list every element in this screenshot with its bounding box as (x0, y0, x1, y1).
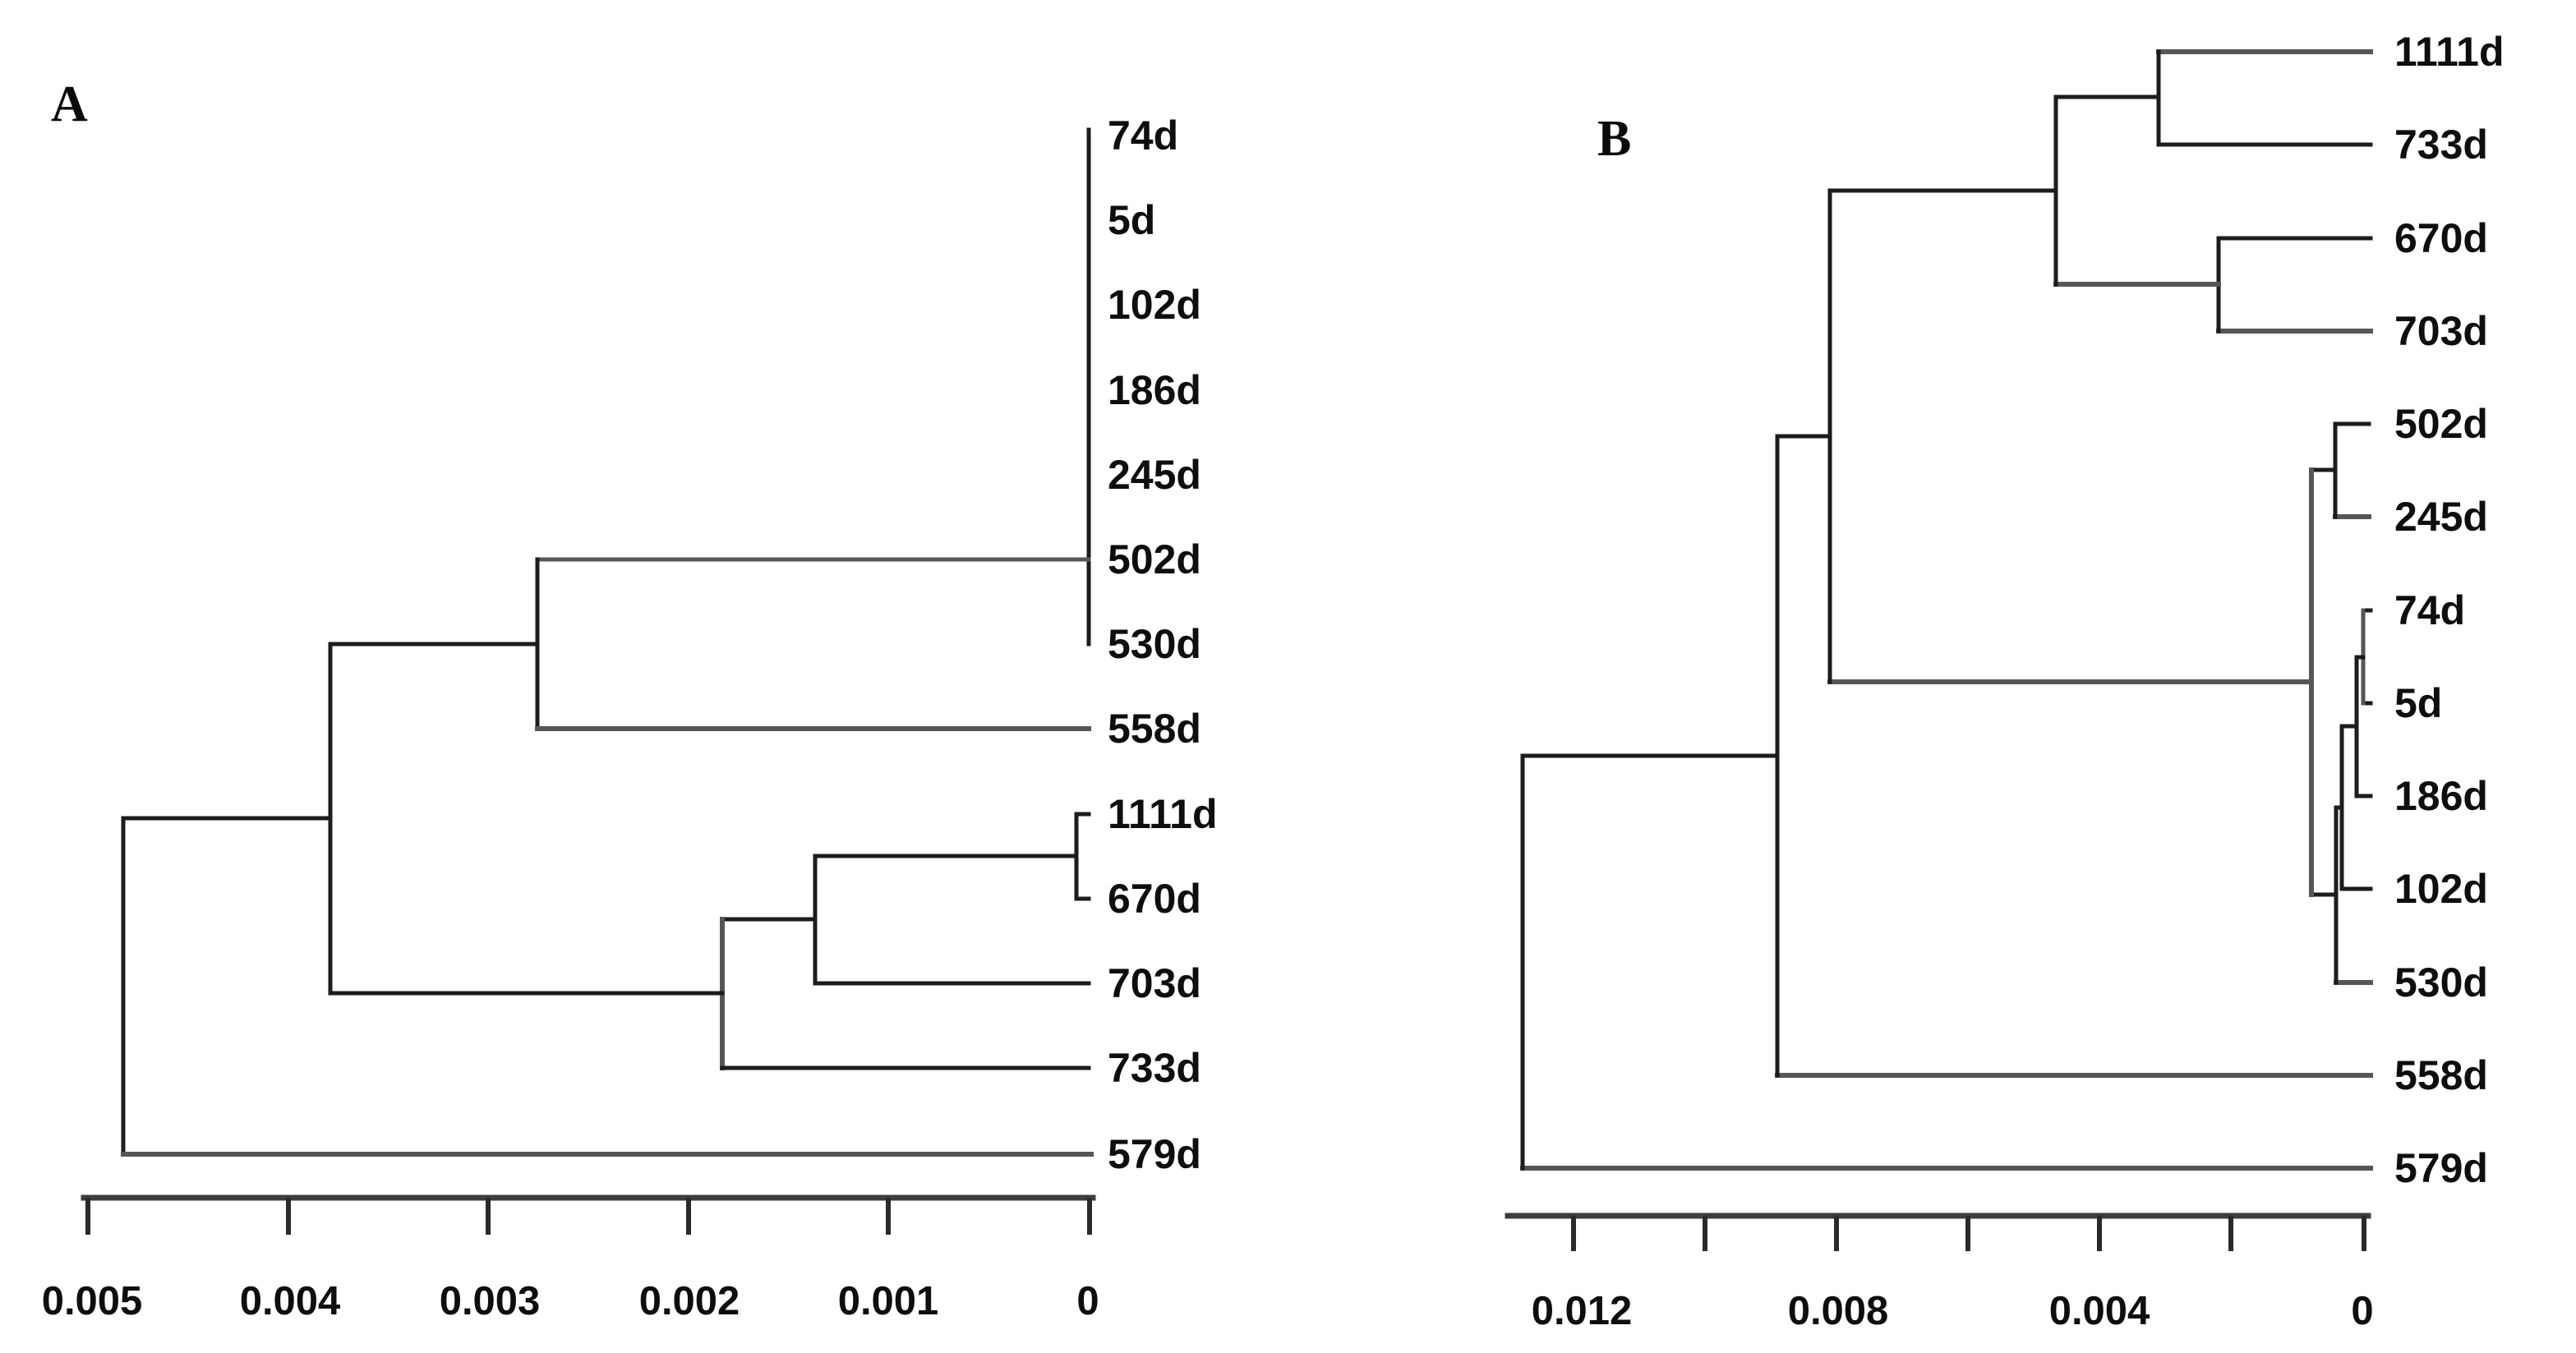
leaf-label-186d: 186d (1108, 367, 1201, 413)
leaf-label-530d: 530d (2394, 960, 2488, 1006)
leaf-label-186d: 186d (2394, 773, 2488, 819)
leaf-label-670d: 670d (2394, 215, 2488, 261)
leaf-label-579d: 579d (1108, 1131, 1201, 1177)
dendrogram-panel-a: 74d 5d 102d 186d 245d 502d 530d 558d 1111d 670d 70… (42, 113, 1218, 1323)
leaf-label-502d: 502d (1108, 536, 1201, 582)
panel-a-letter: A (51, 76, 88, 132)
axis-tick-label-0.001: 0.001 (838, 1279, 939, 1323)
leaf-label-703d: 703d (2394, 308, 2488, 354)
leaf-label-5d: 5d (2394, 680, 2442, 726)
leaf-label-102d: 102d (2394, 866, 2488, 912)
leaf-label-245d: 245d (1108, 452, 1201, 498)
leaf-label-1111d: 1111d (2394, 29, 2505, 75)
dendrogram-panel-b: 1111d 733d 670d 703d 502d 245d 74d 5d 186d 102d 53… (1505, 29, 2505, 1333)
panel-b-letter: B (1597, 111, 1632, 167)
leaf-label-502d: 502d (2394, 401, 2488, 447)
leaf-label-703d: 703d (1108, 960, 1201, 1006)
axis-tick-label-0: 0 (2351, 1289, 2373, 1333)
axis-tick-label-0.008: 0.008 (1788, 1289, 1889, 1333)
leaf-label-1111d: 1111d (1108, 791, 1218, 837)
axis-tick-label-0: 0 (1076, 1279, 1099, 1323)
axis-tick-label-0.012: 0.012 (1532, 1289, 1633, 1333)
axis-tick-label-0.004: 0.004 (2049, 1289, 2150, 1333)
leaf-label-558d: 558d (1108, 706, 1201, 752)
leaf-label-733d: 733d (1108, 1045, 1201, 1091)
axis-tick-label-0.003: 0.003 (440, 1279, 541, 1323)
leaf-label-74d: 74d (2394, 587, 2465, 633)
leaf-label-74d: 74d (1108, 113, 1178, 159)
leaf-label-579d: 579d (2394, 1145, 2488, 1191)
leaf-label-5d: 5d (1108, 197, 1155, 243)
leaf-label-558d: 558d (2394, 1052, 2488, 1098)
leaf-label-530d: 530d (1108, 621, 1201, 667)
leaf-label-245d: 245d (2394, 494, 2488, 540)
leaf-label-733d: 733d (2394, 122, 2488, 168)
leaf-label-102d: 102d (1108, 282, 1201, 328)
axis-tick-label-0.002: 0.002 (639, 1279, 740, 1323)
axis-tick-label-0.005: 0.005 (42, 1279, 143, 1323)
axis-tick-label-0.004: 0.004 (240, 1279, 341, 1323)
leaf-label-670d: 670d (1108, 876, 1201, 922)
